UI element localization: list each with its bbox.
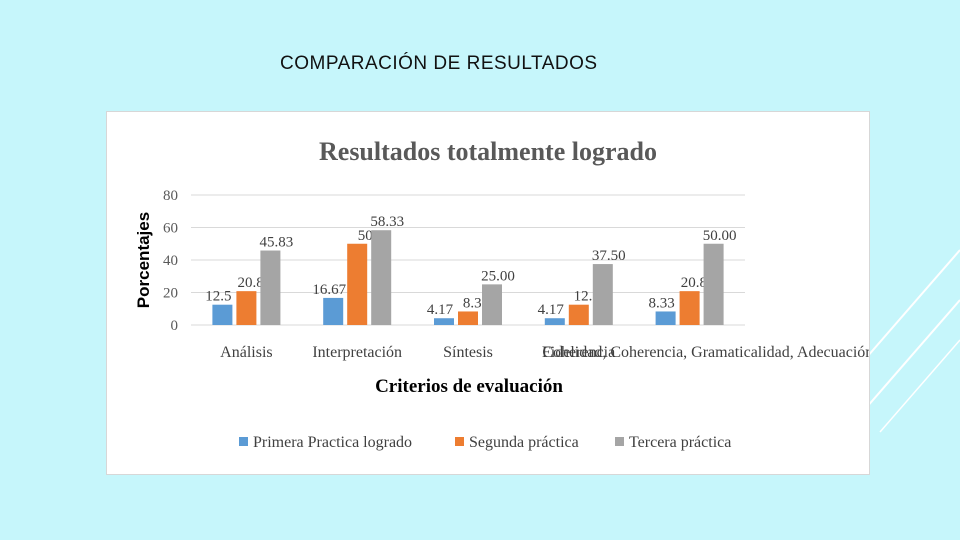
- bar: [703, 243, 724, 325]
- data-label: 8.33: [648, 295, 674, 311]
- y-axis-label: Porcentajes: [134, 212, 153, 308]
- legend-label: Segunda práctica: [469, 434, 579, 451]
- bar: [236, 291, 257, 325]
- y-tick-label: 40: [163, 253, 178, 269]
- data-label: 4.17: [538, 302, 565, 318]
- decor-line: [865, 299, 960, 409]
- bar-chart: Resultados totalmente logrado Porcentaje…: [134, 137, 869, 451]
- bar: [482, 284, 502, 325]
- y-tick-label: 80: [163, 188, 178, 204]
- category-label: Interpretación: [312, 344, 402, 361]
- bar: [544, 318, 565, 325]
- data-label: 16.67: [312, 282, 346, 298]
- chart-panel: Resultados totalmente logrado Porcentaje…: [106, 111, 870, 475]
- bar: [458, 311, 478, 325]
- y-tick-label: 20: [163, 286, 178, 302]
- bar: [592, 264, 613, 325]
- bar: [212, 304, 233, 325]
- decor-line: [879, 339, 960, 433]
- data-label: 12.5: [205, 289, 231, 305]
- y-tick-label: 60: [163, 221, 178, 237]
- bar: [347, 243, 368, 325]
- y-tick-label: 0: [171, 318, 179, 334]
- bar: [371, 230, 392, 325]
- legend-label: Tercera práctica: [629, 434, 731, 451]
- category-label: Análisis: [220, 344, 272, 361]
- chart-title: Resultados totalmente logrado: [319, 137, 657, 166]
- bar: [655, 311, 676, 325]
- x-axis-label: Criterios de evaluación: [375, 376, 563, 397]
- legend-label: Primera Practica logrado: [253, 434, 412, 451]
- data-label: 4.17: [427, 302, 454, 318]
- bar: [568, 304, 589, 325]
- data-label: 45.83: [260, 235, 294, 251]
- bar: [434, 318, 454, 325]
- bar: [323, 297, 344, 325]
- category-label: Síntesis: [443, 344, 493, 361]
- data-label: 25.00: [481, 268, 515, 284]
- legend-swatch: [615, 437, 624, 446]
- data-label: 50: [358, 228, 373, 244]
- category-label: Fidelidad, Coherencia, Gramaticalidad, A…: [542, 344, 869, 361]
- data-label: 58.33: [370, 214, 404, 230]
- bar: [260, 250, 281, 325]
- bar: [679, 291, 700, 325]
- data-label: 50.00: [703, 228, 737, 244]
- slide-title: COMPARACIÓN DE RESULTADOS: [280, 53, 598, 74]
- category-label: Coherencia: [542, 344, 615, 361]
- data-label: 37.50: [592, 248, 626, 264]
- legend-swatch: [239, 437, 248, 446]
- legend-swatch: [455, 437, 464, 446]
